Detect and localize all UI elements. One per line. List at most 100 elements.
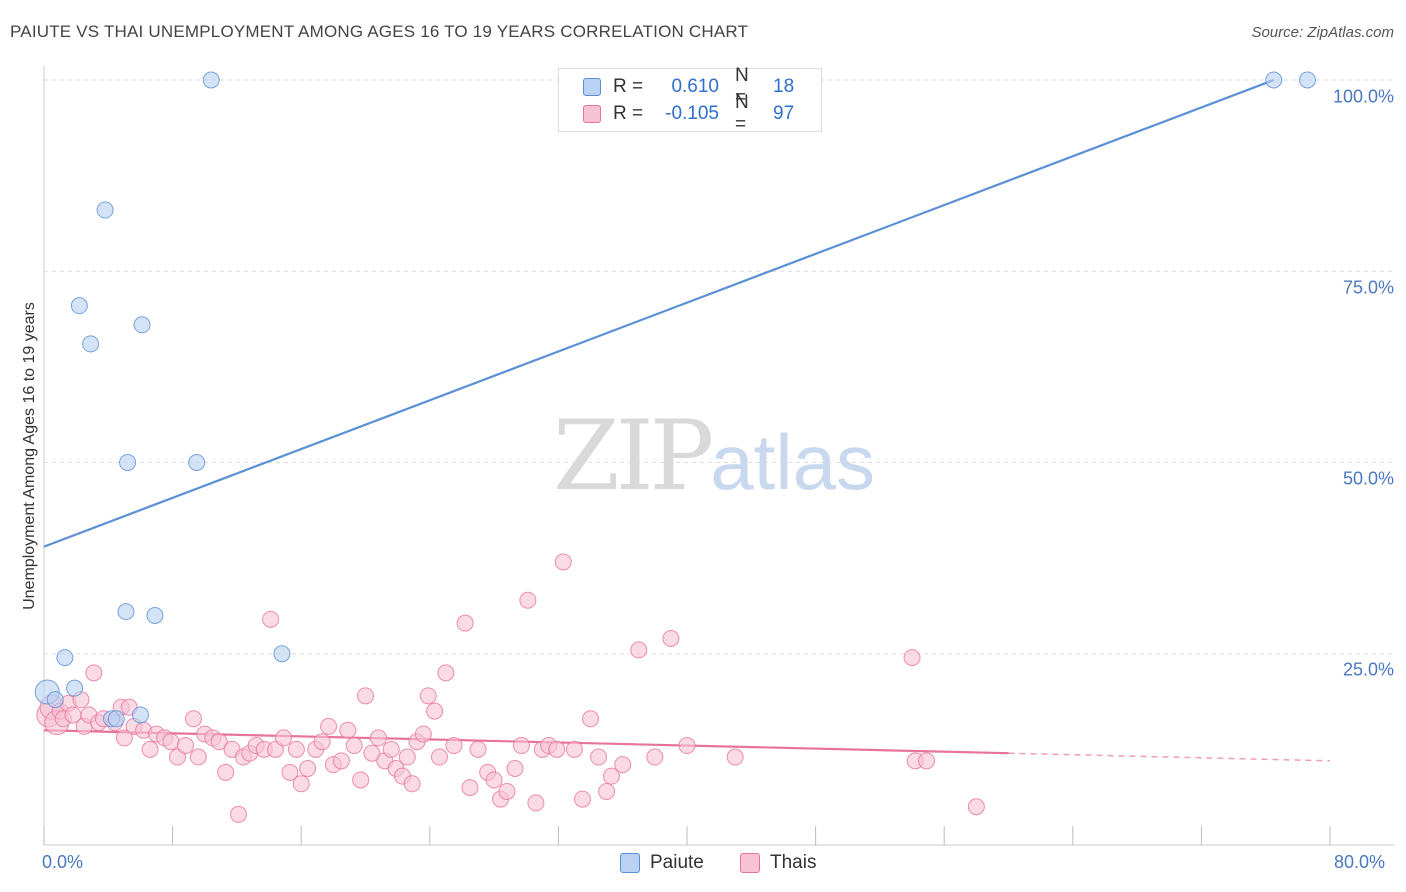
paiute-swatch — [620, 853, 640, 873]
paiute-point — [56, 649, 74, 667]
thais-point — [217, 763, 235, 781]
thais-swatch — [740, 853, 760, 873]
legend-n-value: 97 — [773, 103, 795, 124]
thais-point — [176, 737, 194, 755]
thais-point — [461, 779, 479, 797]
thais-swatch — [583, 105, 601, 123]
thais-point — [398, 748, 416, 766]
thais-point — [630, 641, 648, 659]
thais-point — [506, 760, 524, 777]
y-tick-label-100: 100.0% — [1332, 86, 1394, 107]
thais-point — [512, 737, 530, 755]
paiute-point — [70, 297, 88, 315]
thais-point — [437, 664, 455, 682]
legend-n-label: N = — [735, 92, 749, 135]
thais-point — [598, 782, 616, 800]
bottom-legend-label: Thais — [770, 852, 817, 873]
thais-point — [678, 737, 696, 755]
watermark-zip: ZIP — [553, 400, 714, 512]
thais-point — [574, 790, 592, 808]
thais-point — [363, 744, 381, 762]
thais-point — [967, 798, 985, 816]
thais-point — [382, 740, 400, 758]
watermark: ZIPatlas — [553, 400, 875, 512]
grid-lines — [44, 79, 1395, 655]
legend-r-label: R = — [613, 103, 644, 124]
legend-row-thais: R = -0.105 N = 97 — [583, 92, 795, 135]
thais-point — [565, 740, 583, 758]
thais-point — [403, 775, 421, 793]
thais-point — [141, 740, 159, 758]
paiute-point — [188, 454, 206, 471]
y-tick-label-50: 50.0% — [1342, 468, 1394, 489]
thais-point — [320, 717, 338, 735]
thais-point — [292, 775, 310, 793]
thais-point — [115, 729, 133, 747]
bottom-legend-paiute[interactable]: Paiute — [620, 852, 704, 874]
legend-n-label: N = — [735, 65, 749, 108]
y-tick-label-75: 75.0% — [1342, 277, 1394, 298]
thais-point — [602, 767, 620, 785]
thais-point — [210, 733, 228, 751]
x-tick-label-min: 0.0% — [42, 852, 84, 872]
thais-point — [357, 687, 374, 705]
thais-point — [548, 740, 566, 758]
paiute-point — [46, 691, 64, 709]
y-axis-label: Unemployment Among Ages 16 to 19 years — [21, 302, 38, 610]
thais-point — [313, 733, 331, 751]
thais-point — [498, 782, 516, 800]
thais-trend-extension — [1008, 752, 1331, 762]
thais-point — [352, 771, 370, 789]
thais-point — [430, 748, 448, 766]
correlation-legend: R = 0.610 N = 18 R = -0.105 N = 97 — [558, 65, 822, 135]
thais-point — [485, 771, 503, 789]
thais-point — [287, 740, 305, 758]
paiute-point — [273, 645, 291, 663]
paiute-point — [131, 706, 149, 724]
thais-point — [275, 729, 293, 747]
paiute-point — [146, 607, 164, 624]
thais-point — [414, 725, 432, 743]
thais-point — [646, 748, 664, 766]
bottom-legend-label: Paiute — [650, 852, 704, 873]
bottom-legend-thais[interactable]: Thais — [740, 852, 816, 874]
paiute-point — [96, 201, 114, 219]
paiute-trend-line — [43, 78, 1275, 548]
thais-point — [614, 756, 632, 774]
thais-point — [345, 737, 363, 755]
chart-title: PAIUTE VS THAI UNEMPLOYMENT AMONG AGES 1… — [10, 22, 749, 41]
x-tick-label-max: 80.0% — [1334, 852, 1386, 872]
thais-point — [339, 721, 357, 739]
paiute-point — [202, 71, 220, 89]
legend-r-value: -0.105 — [665, 103, 719, 124]
thais-point — [918, 752, 936, 770]
thais-point — [726, 748, 744, 766]
paiute-point — [119, 454, 137, 471]
paiute-point — [117, 603, 135, 621]
thais-point — [582, 710, 600, 728]
thais-point — [662, 629, 680, 647]
thais-point — [262, 610, 280, 628]
thais-point — [519, 591, 537, 609]
thais-point — [332, 752, 350, 770]
series-paiute — [34, 71, 1316, 728]
paiute-point — [1298, 71, 1316, 89]
legend-r-value: 0.610 — [671, 76, 719, 97]
paiute-point — [1265, 71, 1283, 89]
legend-n-value: 18 — [773, 76, 795, 97]
thais-point — [903, 649, 921, 667]
thais-point — [554, 553, 572, 571]
thais-point — [189, 748, 207, 766]
legend-r-label: R = — [613, 76, 644, 97]
chart-source: Source: ZipAtlas.com — [1251, 24, 1394, 41]
thais-point — [590, 748, 608, 766]
legend-row-paiute: R = 0.610 N = 18 — [583, 65, 795, 108]
thais-point — [369, 729, 387, 747]
y-tick-label-25: 25.0% — [1342, 659, 1394, 680]
watermark-atlas: atlas — [710, 418, 875, 506]
paiute-point — [133, 316, 151, 334]
thais-point — [527, 794, 545, 812]
paiute-point — [66, 679, 84, 697]
thais-point — [230, 805, 248, 823]
